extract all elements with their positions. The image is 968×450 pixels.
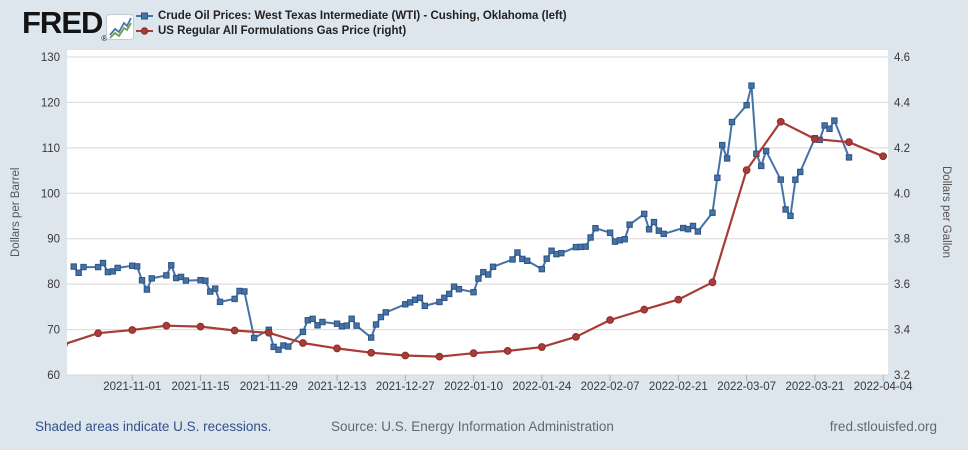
svg-text:100: 100 [41,188,60,200]
svg-text:3.2: 3.2 [894,370,910,382]
legend-item-gas[interactable]: US Regular All Formulations Gas Price (r… [136,23,567,38]
svg-text:2021-11-29: 2021-11-29 [240,381,298,393]
recessions-note-link[interactable]: Shaded areas indicate U.S. recessions. [35,419,272,434]
gas-series[interactable] [61,117,888,361]
svg-text:2021-12-13: 2021-12-13 [308,381,367,393]
registered-mark: ® [101,34,108,43]
x-tick-marks [131,375,884,381]
svg-text:2021-12-27: 2021-12-27 [376,381,435,393]
fred-logo[interactable]: FRED® [22,5,134,43]
x-tick-labels: 2021-11-01 2021-11-15 2021-11-29 2021-12-13… [103,381,913,393]
svg-text:3.8: 3.8 [894,234,910,246]
svg-text:4.6: 4.6 [894,52,910,64]
legend-label-gas: US Regular All Formulations Gas Price (r… [158,24,407,37]
svg-text:2022-03-07: 2022-03-07 [717,381,776,393]
svg-text:2022-04-04: 2022-04-04 [854,381,913,393]
chart-footer: Shaded areas indicate U.S. recessions. S… [0,419,968,439]
svg-text:2021-11-01: 2021-11-01 [103,381,161,393]
svg-text:130: 130 [41,52,60,64]
gas-series-marker-icon [136,26,153,35]
svg-text:4.2: 4.2 [894,143,910,155]
legend-item-wti[interactable]: Crude Oil Prices: West Texas Intermediat… [136,8,567,23]
source-link[interactable]: Source: U.S. Energy Information Administ… [331,419,614,434]
chart-legend: Crude Oil Prices: West Texas Intermediat… [136,8,567,38]
svg-text:4.4: 4.4 [894,97,911,109]
svg-text:110: 110 [42,143,60,155]
y-right-tick-labels: 3.2 3.4 3.6 3.8 4.0 4.2 4.4 4.6 [894,52,911,382]
svg-text:4.0: 4.0 [894,188,910,200]
svg-text:80: 80 [47,279,60,291]
svg-text:60: 60 [47,370,60,382]
svg-text:90: 90 [47,234,60,246]
legend-label-wti: Crude Oil Prices: West Texas Intermediat… [158,9,567,22]
right-axis-title: Dollars per Gallon [940,166,952,259]
svg-text:3.4: 3.4 [894,325,911,337]
fred-logo-sparkline-icon [106,14,134,40]
wti-series[interactable] [70,82,853,353]
svg-text:2022-01-24: 2022-01-24 [512,381,571,393]
plot-area [67,50,888,375]
y-left-tick-labels: 60 70 80 90 100 110 120 130 [41,52,60,382]
svg-text:2022-02-07: 2022-02-07 [581,381,640,393]
svg-text:120: 120 [41,97,60,109]
svg-text:2021-11-15: 2021-11-15 [172,381,230,393]
svg-text:3.6: 3.6 [894,279,910,291]
wti-series-marker-icon [136,12,153,19]
svg-text:2022-02-21: 2022-02-21 [649,381,708,393]
svg-text:70: 70 [47,325,60,337]
left-axis-title: Dollars per Barrel [10,167,22,258]
fred-site-link[interactable]: fred.stlouisfed.org [829,419,937,434]
fred-logo-text: FRED [22,5,103,40]
price-chart-canvas: 60 70 80 90 100 110 120 130 3.2 3.4 3.6 3.8 4.0 4.2 4.… [41,50,913,393]
svg-text:2022-03-21: 2022-03-21 [785,381,844,393]
svg-text:2022-01-10: 2022-01-10 [444,381,503,393]
